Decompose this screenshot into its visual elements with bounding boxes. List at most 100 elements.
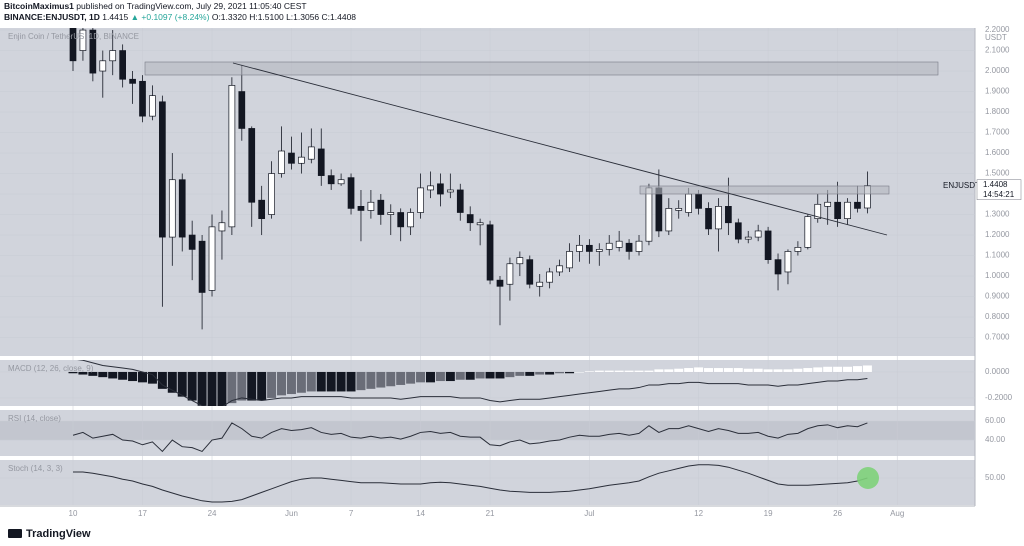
macd-bar	[167, 371, 177, 393]
candle-body	[595, 249, 603, 252]
candle-body	[705, 208, 712, 230]
candle-body	[774, 259, 782, 275]
macd-bar	[515, 371, 525, 376]
pane	[0, 360, 975, 406]
symbol-label: ENJUSDT	[943, 181, 980, 190]
candle-body	[437, 183, 444, 195]
macd-bar	[803, 368, 813, 372]
macd-bar	[147, 371, 157, 384]
macd-bar	[237, 371, 247, 401]
candle-body	[834, 201, 841, 219]
candle-body	[188, 234, 196, 250]
macd-bar	[118, 371, 128, 380]
y-tick-label: 1.3000	[985, 210, 1010, 219]
last-price: 1.4408	[983, 180, 1008, 189]
macd-bar	[505, 371, 515, 378]
macd-bar	[78, 371, 88, 375]
candle-body	[397, 212, 405, 228]
candle-body	[655, 187, 663, 232]
y-tick-label: 40.00	[985, 435, 1006, 444]
candle-body	[675, 208, 683, 211]
macd-bar	[634, 370, 644, 372]
candle-body	[198, 240, 206, 293]
candle-body	[615, 240, 623, 248]
y-tick-label: 2.2000	[985, 25, 1010, 34]
candle-body	[228, 85, 236, 228]
y-tick-label: 60.00	[985, 416, 1006, 425]
macd-bar	[654, 369, 664, 372]
macd-bar	[455, 371, 465, 380]
macd-bar	[485, 371, 495, 379]
x-tick-label: Jul	[584, 509, 594, 518]
candle-body	[278, 150, 285, 174]
candle-body	[625, 242, 633, 252]
macd-bar	[68, 371, 78, 374]
candle-body	[347, 177, 355, 209]
macd-bar	[376, 371, 386, 388]
change: ▲ +0.1097 (+8.24%)	[130, 12, 210, 22]
macd-bar	[664, 369, 674, 372]
macd-bar	[783, 369, 793, 372]
macd-bar	[733, 368, 743, 372]
macd-bar	[396, 371, 406, 385]
macd-bar	[763, 369, 773, 372]
trendline	[232, 62, 888, 236]
candle-body	[784, 251, 792, 273]
macd-bar	[346, 371, 356, 392]
candle-body	[685, 193, 693, 213]
macd-bar	[495, 371, 505, 379]
symbol: BINANCE:ENJUSDT, 1D	[4, 12, 100, 22]
macd-bar	[366, 371, 376, 389]
logo-mark	[8, 529, 22, 538]
macd-bar	[684, 368, 694, 372]
x-tick-label: 12	[694, 509, 703, 518]
candle-body	[298, 156, 305, 164]
pane-title: Stoch (14, 3, 3)	[8, 464, 63, 473]
candle-body	[258, 199, 266, 219]
candle-body	[178, 179, 186, 238]
macd-bar	[743, 368, 753, 372]
macd-bar	[674, 368, 684, 372]
candle-body	[794, 247, 802, 252]
candle-body	[496, 279, 504, 287]
candle-body	[605, 242, 613, 250]
y-tick-label: 1.8000	[985, 107, 1010, 116]
macd-bar	[88, 371, 98, 376]
macd-bar	[445, 371, 455, 382]
publish-line: BitcoinMaximus1 published on TradingView…	[4, 1, 356, 12]
macd-bar	[187, 371, 197, 401]
candle-body	[387, 212, 395, 215]
y-tick-label: 1.6000	[985, 148, 1010, 157]
candle-body	[824, 201, 832, 207]
y-tick-label: 0.0000	[985, 367, 1010, 376]
y-tick-label: 1.1000	[985, 251, 1010, 260]
pane-title: Enjin Coin / TetherUS, 1D, BINANCE	[8, 32, 139, 41]
macd-bar	[723, 368, 733, 372]
brand: TradingView	[26, 528, 91, 540]
macd-bar	[535, 371, 545, 375]
y-tick-label: 2.0000	[985, 66, 1010, 75]
high: H:1.5100	[249, 12, 284, 22]
macd-bar	[157, 371, 167, 389]
candle-body	[586, 244, 593, 252]
x-tick-label: Aug	[890, 509, 904, 518]
candle-body	[446, 189, 454, 193]
macd-bar	[475, 371, 485, 379]
candle-body	[854, 201, 861, 209]
macd-bar	[177, 371, 187, 397]
candle-body	[377, 199, 385, 215]
candle-body	[417, 187, 424, 213]
macd-bar	[128, 371, 138, 382]
candle-body	[635, 240, 643, 252]
author: BitcoinMaximus1	[4, 1, 74, 11]
candle-body	[89, 29, 97, 74]
macd-bar	[594, 370, 604, 372]
candle-body	[456, 189, 464, 213]
macd-bar	[604, 370, 614, 372]
candle-body	[218, 222, 226, 232]
indicator-line	[72, 422, 868, 453]
candle-body	[407, 212, 414, 228]
candle-body	[725, 206, 732, 224]
macd-bar	[207, 371, 217, 406]
